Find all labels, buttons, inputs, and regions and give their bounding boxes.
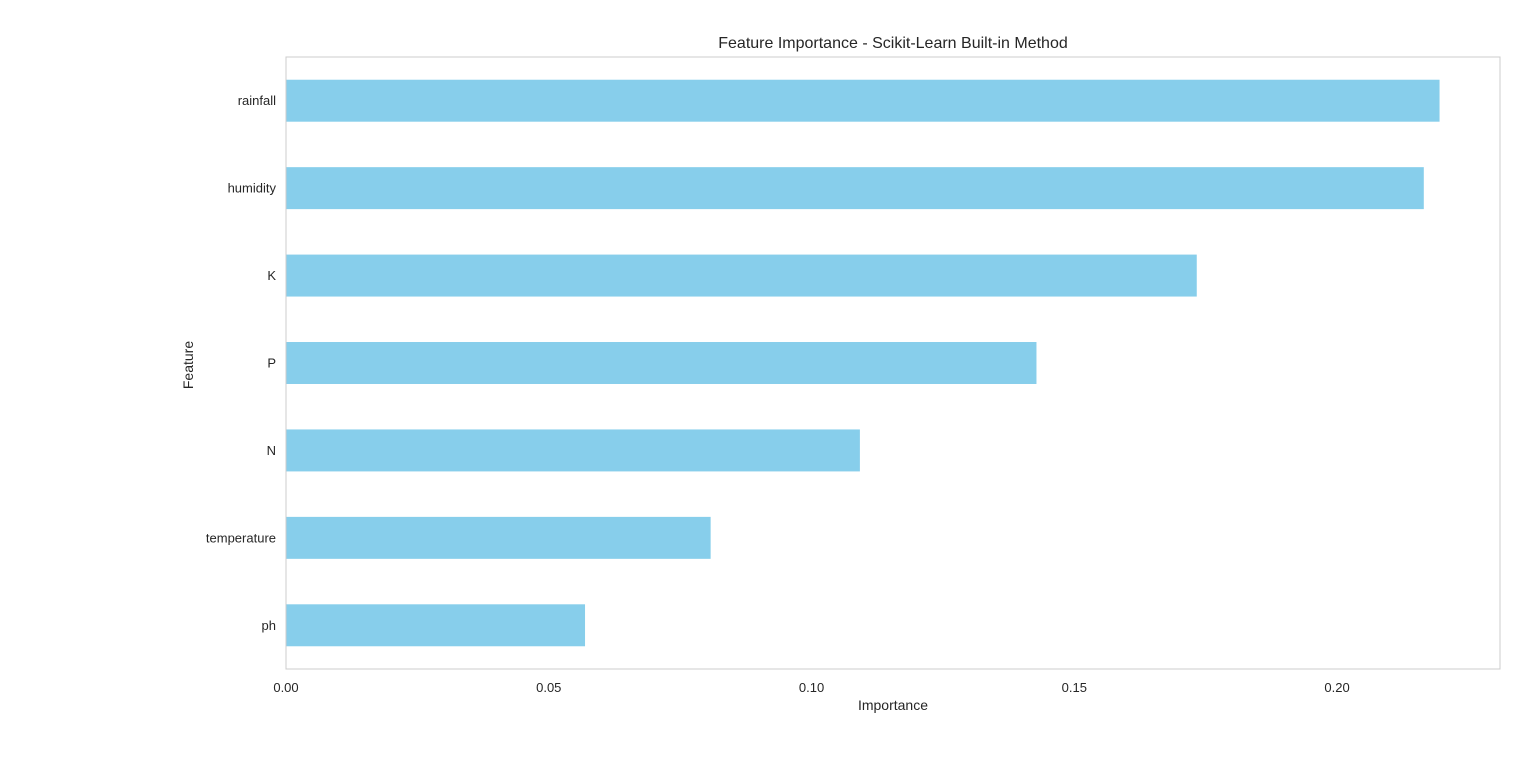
bar-rainfall [286, 79, 1440, 122]
chart-title: Feature Importance - Scikit-Learn Built-… [718, 35, 1067, 52]
x-tick-label: 0.15 [1062, 680, 1087, 695]
plot-frame [285, 56, 1501, 670]
x-tick-label: 0.10 [799, 680, 824, 695]
y-tick-label-ph: ph [262, 618, 276, 633]
bar-temperature [286, 516, 711, 559]
y-tick-label-temperature: temperature [206, 530, 276, 545]
x-tick-label: 0.05 [536, 680, 561, 695]
bar-ph [286, 604, 586, 647]
bar-P [286, 342, 1037, 384]
bar-K [286, 254, 1197, 297]
x-tick-label: 0.00 [273, 680, 298, 695]
x-axis-label: Importance [858, 697, 928, 713]
bar-humidity [286, 167, 1424, 210]
x-tick-label: 0.20 [1324, 680, 1349, 695]
y-axis-label: Feature [180, 341, 196, 389]
y-tick-label-rainfall: rainfall [238, 93, 276, 108]
y-tick-label-P: P [267, 356, 276, 371]
x-tick-labels: 0.00 0.05 0.10 0.15 0.20 [273, 680, 1349, 695]
y-tick-label-K: K [267, 268, 276, 283]
y-tick-label-humidity: humidity [228, 181, 277, 196]
bar-N [286, 429, 860, 472]
bars-layer [286, 79, 1440, 647]
y-tick-label-N: N [267, 443, 276, 458]
